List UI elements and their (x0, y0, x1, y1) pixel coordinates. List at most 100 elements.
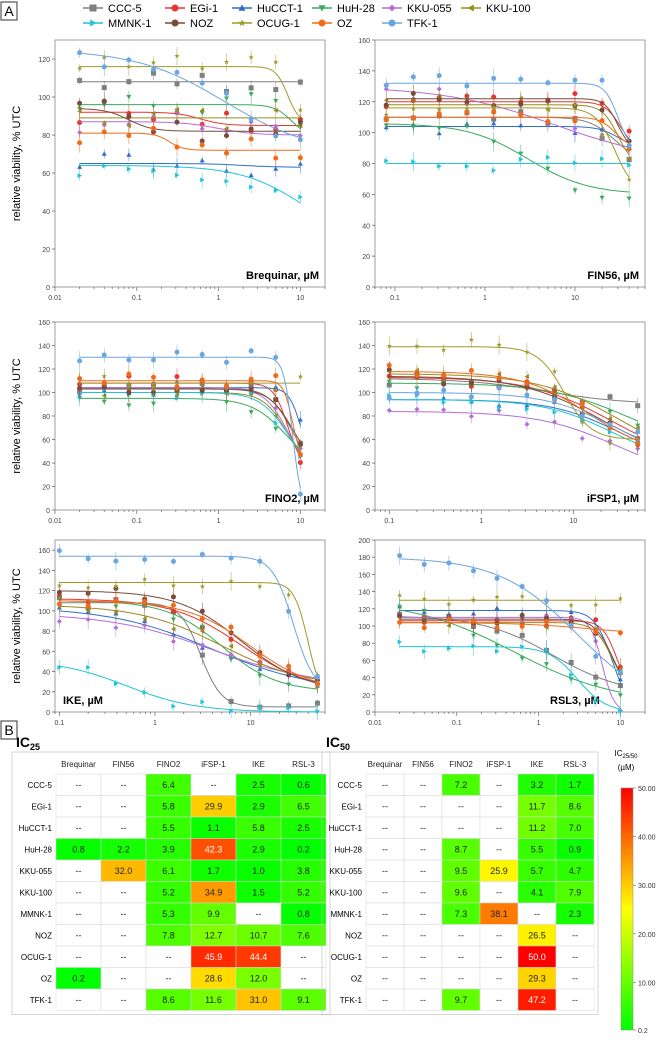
plot-6: 0 20 40 60 80 100 120 140 160 180 200 0.01 0.1 1 10 RSL… (358, 538, 646, 727)
heatmap-row-label: HuH-28 (334, 845, 362, 854)
heatmap-cell-value: 7.9 (569, 887, 582, 897)
fit-curve (386, 98, 630, 144)
data-point (572, 91, 578, 97)
fit-curve (399, 610, 621, 683)
legend-marker (89, 4, 97, 12)
heatmap-cell (555, 988, 595, 1011)
x-tick-label: 1 (537, 720, 541, 727)
data-point (626, 176, 632, 182)
data-point (248, 386, 254, 392)
data-point (126, 114, 132, 120)
heatmap-cell-value: 29.3 (528, 973, 546, 983)
data-point (491, 75, 497, 81)
data-point (386, 407, 392, 413)
x-axis-label: IKE, µM (63, 695, 103, 707)
data-point (273, 155, 279, 161)
y-axis-label: relative viability, % UTC (11, 568, 23, 683)
legend-label: HuCCT-1 (257, 3, 303, 15)
data-point (142, 689, 148, 695)
legend-label: KKU-055 (407, 3, 452, 15)
data-point (635, 403, 641, 409)
heatmap-cell-value: 2.9 (252, 844, 265, 854)
data-point (286, 663, 292, 669)
data-point (297, 373, 303, 379)
data-point (199, 138, 205, 144)
series-huh-28 (383, 118, 632, 207)
data-point (224, 400, 230, 405)
legend-marker (388, 19, 396, 27)
y-tick-label: 40 (362, 223, 370, 230)
data-point (257, 704, 263, 710)
data-point (56, 618, 62, 624)
data-point (126, 382, 132, 388)
series-noz (77, 93, 303, 146)
series-ocug-1 (77, 368, 303, 400)
data-point (494, 575, 500, 581)
fit-curve (386, 101, 630, 140)
heatmap-row-label: KKU-055 (20, 867, 53, 876)
y-tick-label: 0 (46, 508, 50, 515)
heatmap-cell-value: -- (496, 780, 502, 790)
series-ccc-5 (77, 374, 303, 448)
y-tick-label: 40 (362, 676, 370, 683)
data-point (579, 400, 585, 406)
heatmap-cell-value: 50.0 (528, 952, 546, 962)
heatmap-cell-value: 2.9 (252, 801, 265, 811)
data-point (224, 382, 230, 388)
data-point (494, 594, 500, 600)
legend-item: HuCCT-1 (232, 3, 303, 15)
heatmap-cell-value: -- (301, 952, 307, 962)
y-tick-label: 160 (38, 320, 50, 327)
data-point (524, 406, 530, 412)
heatmap-cell-value: -- (121, 887, 127, 897)
data-point (617, 595, 623, 601)
fit-curve (386, 116, 630, 145)
fit-curve (389, 373, 638, 430)
heatmap-row-label: NOZ (345, 931, 362, 940)
heatmap-cell-value: -- (211, 780, 217, 790)
y-tick-label: 20 (362, 693, 370, 700)
data-point (441, 373, 447, 379)
series-tfk-1 (77, 47, 303, 149)
heatmap-cell-value: -- (496, 995, 502, 1005)
heatmap-cell-value: -- (458, 823, 464, 833)
fit-curve (386, 123, 630, 193)
heatmap-row-label: HuH-28 (24, 845, 52, 854)
heatmap-cell-value: -- (458, 801, 464, 811)
heatmap-cell-value: 8.6 (162, 995, 175, 1005)
series-huh-28 (77, 386, 303, 451)
data-point (572, 188, 578, 193)
series-tfk-1 (77, 344, 303, 502)
heatmap-cell-value: 45.9 (205, 952, 223, 962)
data-point (113, 625, 119, 631)
data-point (286, 592, 292, 597)
x-tick-label: 0.1 (55, 720, 65, 727)
fit-curve (59, 555, 318, 680)
legend-label: MMNK-1 (108, 18, 151, 30)
heatmap-cell-value: -- (420, 973, 426, 983)
data-point (249, 184, 254, 190)
data-point (126, 63, 132, 69)
heatmap-cell-value: 8.7 (455, 844, 468, 854)
legend-marker (388, 4, 396, 12)
x-tick-label: 10 (296, 518, 304, 525)
y-tick-label: 0 (46, 710, 50, 717)
data-point (421, 596, 427, 602)
heatmap-cell-value: -- (420, 780, 426, 790)
data-point (228, 555, 234, 561)
data-point (273, 166, 279, 171)
fit-curve (389, 382, 638, 422)
heatmap-cell-value: -- (76, 909, 82, 919)
data-point (593, 617, 599, 623)
heatmap-cell-value: -- (382, 930, 388, 940)
heatmap-row-label: NOZ (35, 931, 52, 940)
series-tfk-1 (383, 67, 632, 155)
data-point (545, 119, 551, 125)
heatmap-cell-value: 1.7 (207, 866, 220, 876)
y-tick-label: 60 (42, 649, 50, 656)
heatmap-cell-value: -- (496, 952, 502, 962)
data-point (224, 178, 230, 184)
data-point (101, 380, 107, 386)
fit-curve (79, 163, 301, 168)
y-tick-label: 200 (358, 538, 370, 545)
